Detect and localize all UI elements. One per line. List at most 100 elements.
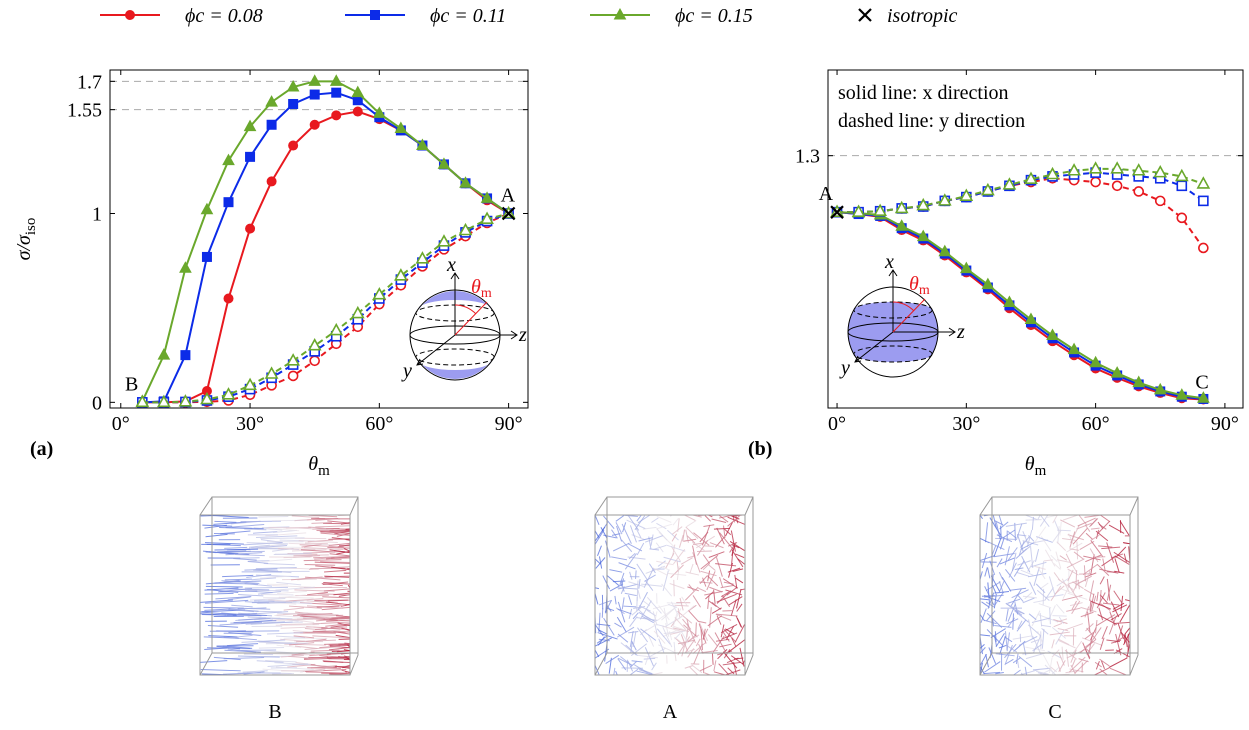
fiber: [1009, 588, 1026, 590]
fiber: [1063, 515, 1078, 520]
legend-label: isotropic: [887, 5, 957, 27]
panel-label: (a): [30, 438, 53, 460]
fiber: [206, 534, 228, 536]
fiber: [1013, 636, 1031, 639]
fiber: [598, 633, 618, 639]
fiber: [724, 529, 730, 535]
fiber: [1050, 608, 1051, 624]
fiber: [980, 644, 984, 648]
marker: [289, 99, 298, 108]
fiber: [208, 515, 249, 517]
x-axis-label-main: θ: [308, 453, 318, 475]
fiber: [1100, 515, 1110, 522]
fiber: [653, 545, 666, 549]
fiber: [995, 592, 1009, 594]
fiber: [674, 642, 675, 651]
x-tick-label: 30°: [952, 413, 980, 435]
marker: [201, 204, 212, 214]
fiber: [327, 547, 350, 548]
fiber: [985, 522, 987, 542]
x-tick-label: 90°: [495, 413, 523, 435]
fiber: [238, 594, 263, 595]
fiber: [1038, 515, 1040, 520]
fiber: [708, 564, 715, 570]
fiber: [616, 671, 618, 675]
fiber: [1091, 528, 1100, 529]
fiber: [721, 624, 724, 637]
series-line: [837, 173, 1203, 213]
x-axis-label-sub: m: [318, 463, 330, 479]
fiber: [1039, 604, 1051, 608]
fiber: [705, 592, 713, 599]
fiber: [232, 524, 264, 526]
fiber: [1052, 616, 1066, 617]
fiber: [732, 550, 743, 567]
fiber: [698, 588, 706, 591]
fiber: [682, 635, 699, 644]
x-tick-label: 30°: [236, 413, 264, 435]
fiber: [675, 650, 676, 661]
fiber: [683, 539, 696, 541]
fiber: [997, 559, 1002, 568]
marker: [859, 9, 871, 21]
fiber: [692, 665, 702, 673]
fiber: [623, 606, 636, 607]
series-line: [142, 93, 508, 403]
fiber: [599, 613, 600, 632]
fiber: [685, 587, 698, 600]
fiber: [259, 648, 284, 649]
fiber: [625, 593, 637, 595]
y-axis-label: σ/σiso: [13, 218, 39, 261]
fiber: [1042, 628, 1049, 634]
fiber: [724, 526, 725, 538]
fiber: [693, 595, 701, 607]
fiber: [1114, 591, 1122, 603]
point-annotation: A: [501, 185, 516, 207]
marker: [267, 120, 276, 129]
fiber: [617, 617, 626, 632]
fiber: [1054, 623, 1062, 626]
fiber: [980, 538, 989, 543]
fiber: [1080, 640, 1096, 654]
fiber: [233, 559, 257, 561]
fiber: [725, 670, 740, 675]
fiber: [686, 520, 696, 526]
fiber: [1023, 596, 1037, 598]
fiber: [725, 522, 732, 536]
fiber: [329, 648, 350, 650]
fiber: [595, 531, 599, 539]
fiber: [324, 570, 346, 572]
fiber: [1019, 656, 1032, 666]
fiber: [224, 637, 257, 640]
fiber: [720, 577, 723, 587]
fiber: [614, 623, 621, 627]
marker: [310, 120, 319, 129]
fiber: [988, 568, 990, 579]
fiber: [709, 587, 722, 592]
fiber: [1006, 609, 1008, 621]
fiber: [266, 643, 308, 644]
fiber: [1036, 584, 1045, 593]
x-tick-label: 0°: [112, 413, 130, 435]
fiber: [693, 552, 700, 572]
fiber: [980, 635, 990, 636]
fiber: [630, 661, 636, 667]
fiber: [1084, 565, 1085, 581]
fiber: [708, 634, 717, 646]
fiber: [708, 596, 709, 609]
fiber: [688, 611, 698, 622]
fiber: [712, 602, 721, 609]
fiber: [284, 608, 304, 610]
fiber: [671, 565, 684, 578]
marker: [267, 177, 276, 186]
inset-angle-main: θ: [909, 273, 919, 295]
fiber: [606, 655, 619, 663]
fiber: [1091, 541, 1103, 557]
note: dashed line: y direction: [838, 110, 1025, 132]
fiber: [630, 525, 636, 542]
fiber: [292, 516, 319, 518]
marker: [180, 262, 191, 272]
fiber: [204, 609, 230, 610]
fiber: [1060, 556, 1067, 561]
